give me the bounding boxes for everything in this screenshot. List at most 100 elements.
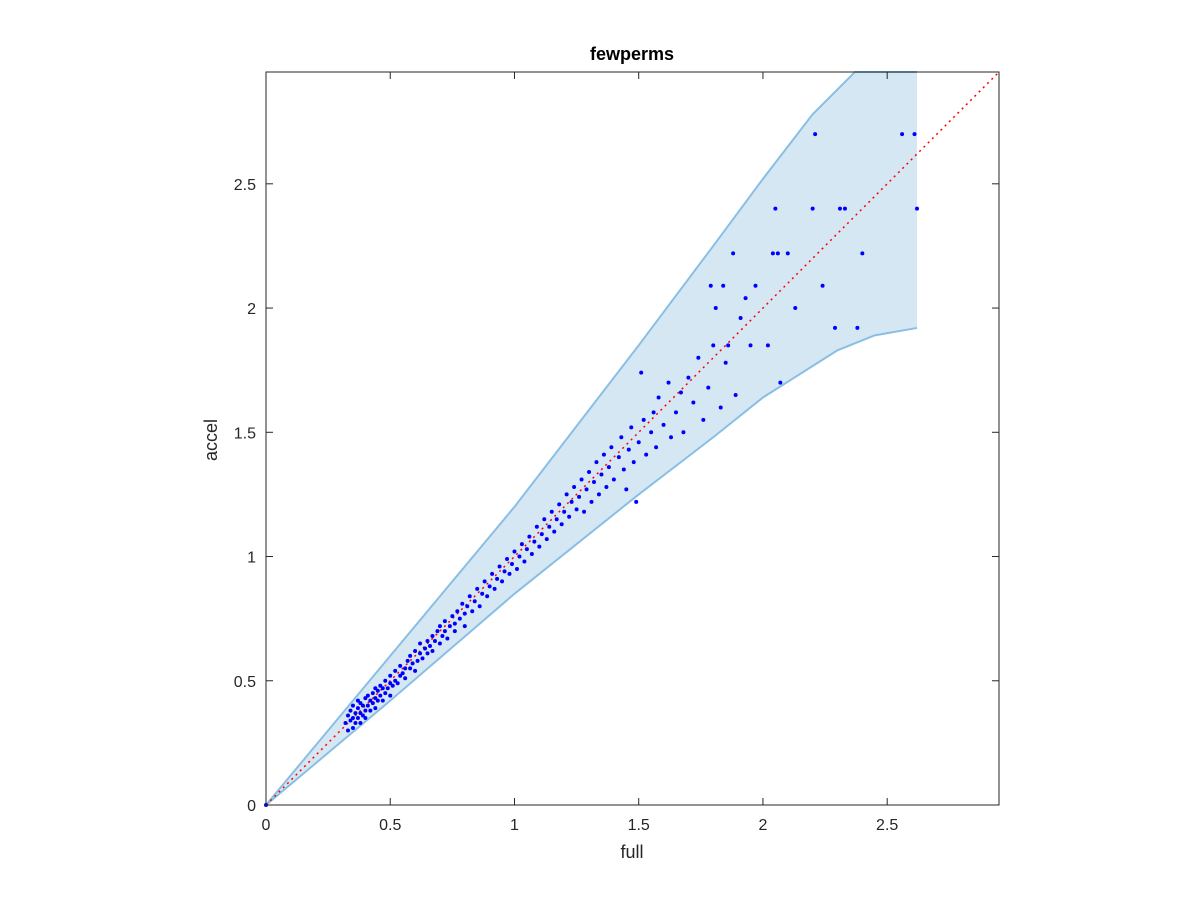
chart-title: fewperms [590, 44, 674, 64]
data-point [661, 422, 666, 427]
data-point [413, 668, 418, 673]
data-point [485, 594, 490, 599]
data-point [440, 634, 445, 639]
x-tick-label: 0.5 [379, 817, 401, 834]
data-point [912, 132, 917, 137]
data-point [415, 658, 420, 663]
data-point [773, 206, 778, 211]
data-point [418, 651, 423, 656]
data-point [395, 681, 400, 686]
data-point [408, 653, 413, 658]
data-point [748, 343, 753, 348]
data-point [567, 514, 572, 519]
data-point [355, 706, 360, 711]
x-tick-label: 0 [262, 817, 271, 834]
data-point [418, 641, 423, 646]
data-point [390, 683, 395, 688]
data-point [616, 455, 621, 460]
data-point [370, 701, 375, 706]
data-point [343, 721, 348, 726]
data-point [529, 552, 534, 557]
data-point [353, 721, 358, 726]
data-point [450, 614, 455, 619]
data-point [577, 494, 582, 499]
data-point [669, 435, 674, 440]
data-point [522, 559, 527, 564]
data-point [345, 713, 350, 718]
data-point [375, 698, 380, 703]
data-point [599, 472, 604, 477]
x-tick-label: 1 [510, 817, 519, 834]
plot-frame [265, 71, 1000, 806]
data-point [634, 499, 639, 504]
y-tick-label: 0.5 [234, 674, 256, 691]
y-tick-label: 2 [247, 301, 256, 318]
data-point [388, 673, 393, 678]
data-point [350, 716, 355, 721]
data-point [432, 639, 437, 644]
data-point [507, 571, 512, 576]
data-point [358, 701, 363, 706]
data-point [731, 251, 736, 256]
data-point [544, 537, 549, 542]
data-point [430, 634, 435, 639]
data-point [778, 380, 783, 385]
data-point [562, 509, 567, 514]
data-point [465, 604, 470, 609]
data-point [380, 698, 385, 703]
data-point [480, 591, 485, 596]
x-axis-label: full [620, 842, 643, 862]
data-point [442, 629, 447, 634]
data-point [587, 470, 592, 475]
data-point [833, 325, 838, 330]
y-tick-label: 1.5 [234, 425, 256, 442]
data-point [430, 648, 435, 653]
data-point [549, 509, 554, 514]
x-tick-label: 2.5 [876, 817, 898, 834]
data-point [609, 445, 614, 450]
data-point [542, 517, 547, 522]
data-point [403, 666, 408, 671]
data-point [514, 566, 519, 571]
data-point [708, 283, 713, 288]
data-point [706, 385, 711, 390]
data-point [753, 283, 758, 288]
data-point [644, 452, 649, 457]
data-point [572, 484, 577, 489]
data-point [452, 621, 457, 626]
data-point [589, 499, 594, 504]
data-point [842, 206, 847, 211]
data-point [393, 678, 398, 683]
band-upper-edge [265, 71, 918, 806]
data-point [355, 698, 360, 703]
data-point [621, 467, 626, 472]
data-point [360, 713, 365, 718]
data-point [383, 691, 388, 696]
data-point [425, 651, 430, 656]
axis-ticks-layer: 0 0.5 1 1.5 2 2.5 0 0.5 1 1.5 2 2.5 [234, 72, 999, 834]
data-point [363, 708, 368, 713]
data-point [413, 648, 418, 653]
data-point [639, 370, 644, 375]
data-point [348, 708, 353, 713]
data-point [509, 561, 514, 566]
data-point [584, 487, 589, 492]
data-point [569, 499, 574, 504]
data-point [505, 557, 510, 562]
data-point [855, 325, 860, 330]
data-point [398, 663, 403, 668]
data-point [666, 380, 671, 385]
x-tick-label: 1.5 [628, 817, 650, 834]
data-point [636, 440, 641, 445]
data-point [532, 539, 537, 544]
data-point [604, 484, 609, 489]
data-point [385, 686, 390, 691]
y-tick-label: 0 [247, 798, 256, 815]
data-point [470, 609, 475, 614]
data-point [447, 624, 452, 629]
data-point [375, 688, 380, 693]
confidence-band-fill [266, 72, 918, 805]
data-point [810, 206, 815, 211]
data-point [611, 477, 616, 482]
data-points-layer [264, 132, 920, 807]
